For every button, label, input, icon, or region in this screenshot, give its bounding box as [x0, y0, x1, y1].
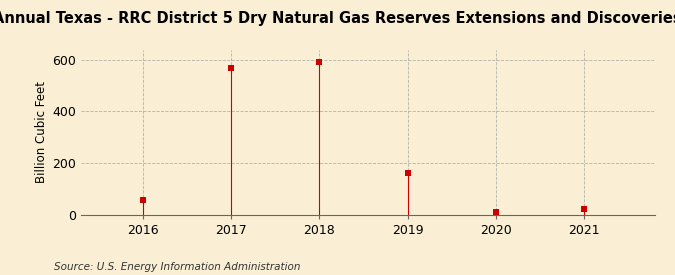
Point — [225, 66, 236, 70]
Point — [491, 210, 502, 214]
Text: Source: U.S. Energy Information Administration: Source: U.S. Energy Information Administ… — [54, 262, 300, 272]
Point — [138, 198, 148, 202]
Y-axis label: Billion Cubic Feet: Billion Cubic Feet — [35, 81, 48, 183]
Point — [402, 171, 413, 175]
Point — [578, 207, 589, 211]
Text: Annual Texas - RRC District 5 Dry Natural Gas Reserves Extensions and Discoverie: Annual Texas - RRC District 5 Dry Natura… — [0, 11, 675, 26]
Point — [314, 60, 325, 64]
